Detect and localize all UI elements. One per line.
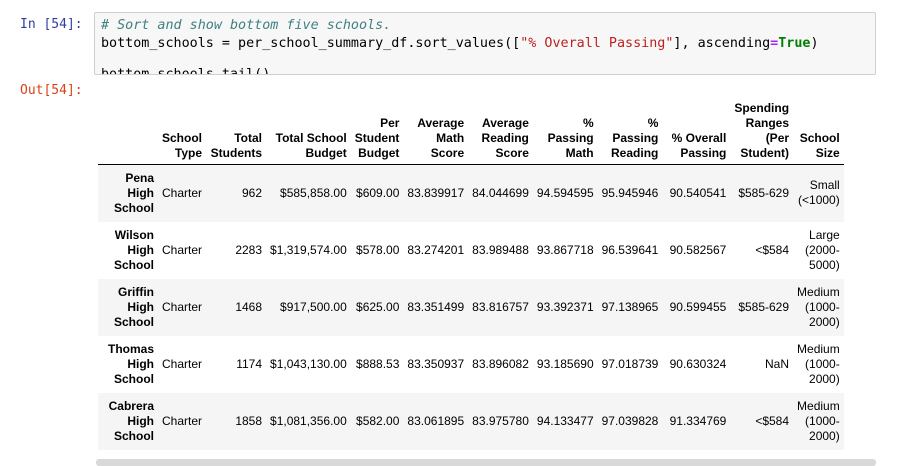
table-cell: 90.599455 <box>669 299 727 314</box>
dataframe-table: School Type Total Students Total School … <box>98 98 844 450</box>
output-area: School Type Total Students Total School … <box>98 98 844 450</box>
column-header: Total School Budget <box>275 131 347 160</box>
output-prompt: Out[54]: <box>20 83 83 98</box>
table-cell: Medium (1000-2000) <box>797 341 840 386</box>
row-index: Thomas High School <box>107 341 154 386</box>
table-cell: Large (2000-5000) <box>805 227 840 272</box>
index-header <box>98 98 158 165</box>
table-cell: 1174 <box>236 356 263 371</box>
table-cell: Medium (1000-2000) <box>797 284 840 329</box>
code-line-2: bottom_schools = per_school_summary_df.s… <box>101 36 819 51</box>
column-header: School Size <box>799 131 840 160</box>
code-line-3: bottom_schools.tail() <box>101 67 271 75</box>
table-cell: 83.350937 <box>407 356 465 371</box>
table-cell: NaN <box>765 356 790 371</box>
table-cell: 83.274201 <box>407 242 465 257</box>
table-cell: 94.133477 <box>536 413 594 428</box>
row-index: Pena High School <box>113 170 154 215</box>
table-cell: 1858 <box>235 413 263 428</box>
table-cell: 93.185690 <box>536 356 594 371</box>
column-header: Per Student Budget <box>354 116 400 160</box>
table-cell: 962 <box>241 185 263 200</box>
table-cell: $1,043,130.00 <box>270 356 347 371</box>
column-header: % Overall Passing <box>671 131 727 160</box>
table-cell: Charter <box>162 413 203 428</box>
code-token: bottom_schools = per_school_summary_df.s… <box>101 36 521 51</box>
code-operator: = <box>770 36 779 51</box>
table-row: Thomas High School Charter 1174 $1,043,1… <box>98 336 844 393</box>
table-cell: 90.630324 <box>669 356 727 371</box>
code-string: "% Overall Passing" <box>520 36 674 51</box>
table-cell: Charter <box>162 299 203 314</box>
table-cell: 91.334769 <box>669 413 727 428</box>
table-cell: $625.00 <box>356 299 400 314</box>
table-cell: 97.039828 <box>601 413 659 428</box>
column-header: Average Math Score <box>417 116 465 160</box>
code-line-1: # Sort and show bottom five schools. <box>101 18 391 33</box>
table-row: Wilson High School Charter 2283 $1,319,5… <box>98 222 844 279</box>
row-index: Cabrera High School <box>108 398 154 443</box>
code-cell-editor[interactable]: # Sort and show bottom five schools. bot… <box>94 12 876 75</box>
table-row: Griffin High School Charter 1468 $917,50… <box>98 278 844 336</box>
table-cell: 96.539641 <box>601 242 659 257</box>
table-cell: 95.945946 <box>601 185 659 200</box>
table-cell: 93.867718 <box>536 242 594 257</box>
table-cell: 90.582567 <box>669 242 727 257</box>
table-cell: $582.00 <box>356 413 400 428</box>
table-cell: 94.594595 <box>536 185 594 200</box>
table-cell: 83.989488 <box>472 242 529 257</box>
row-index: Wilson High School <box>113 227 154 272</box>
table-cell: <$584 <box>755 242 790 257</box>
table-cell: 93.392371 <box>536 299 594 314</box>
table-cell: 83.061895 <box>407 413 465 428</box>
table-body: Pena High School Charter 962 $585,858.00… <box>98 164 844 450</box>
table-cell: 1468 <box>235 299 263 314</box>
table-row: Pena High School Charter 962 $585,858.00… <box>98 164 844 222</box>
column-header: Average Reading Score <box>481 116 529 160</box>
table-header: School Type Total Students Total School … <box>98 98 844 165</box>
table-cell: 97.138965 <box>601 299 659 314</box>
code-comment: # Sort and show bottom five schools. <box>101 18 392 33</box>
input-prompt: In [54]: <box>20 17 83 32</box>
row-index: Griffin High School <box>113 284 154 329</box>
table-cell: Charter <box>162 242 203 257</box>
table-cell: <$584 <box>755 413 790 428</box>
column-header: Total Students <box>210 131 263 160</box>
table-cell: Medium (1000-2000) <box>797 398 840 443</box>
table-cell: $585-629 <box>738 299 790 314</box>
table-cell: 83.351499 <box>407 299 465 314</box>
table-cell: $585,858.00 <box>280 185 347 200</box>
code-keyword: True <box>778 36 811 51</box>
table-cell: 90.540541 <box>669 185 727 200</box>
table-cell: 83.896082 <box>472 356 529 371</box>
table-cell: $917,500.00 <box>280 299 347 314</box>
code-token: ) <box>810 36 819 51</box>
table-cell: 83.816757 <box>472 299 529 314</box>
table-cell: 2283 <box>235 242 263 257</box>
column-header: School Type <box>162 131 203 160</box>
table-cell: 84.044699 <box>472 185 529 200</box>
horizontal-scrollbar[interactable] <box>96 459 876 466</box>
table-cell: Charter <box>162 356 203 371</box>
table-cell: 97.018739 <box>601 356 659 371</box>
table-cell: $578.00 <box>356 242 400 257</box>
column-header: % Passing Math <box>547 116 594 160</box>
table-cell: $1,319,574.00 <box>270 242 347 257</box>
table-cell: Small (<1000) <box>798 178 840 208</box>
table-cell: $1,081,356.00 <box>270 413 347 428</box>
table-cell: 83.975780 <box>472 413 529 428</box>
column-header: % Passing Reading <box>611 116 659 160</box>
table-cell: 83.839917 <box>407 185 465 200</box>
table-cell: $585-629 <box>738 185 790 200</box>
table-cell: $609.00 <box>356 185 400 200</box>
table-cell: $888.53 <box>356 356 400 371</box>
code-token: ], ascending <box>673 36 771 51</box>
table-cell: Charter <box>162 185 203 200</box>
table-row: Cabrera High School Charter 1858 $1,081,… <box>98 392 844 450</box>
header-row: School Type Total Students Total School … <box>98 98 844 165</box>
column-header: Spending Ranges (Per Student) <box>734 101 790 160</box>
